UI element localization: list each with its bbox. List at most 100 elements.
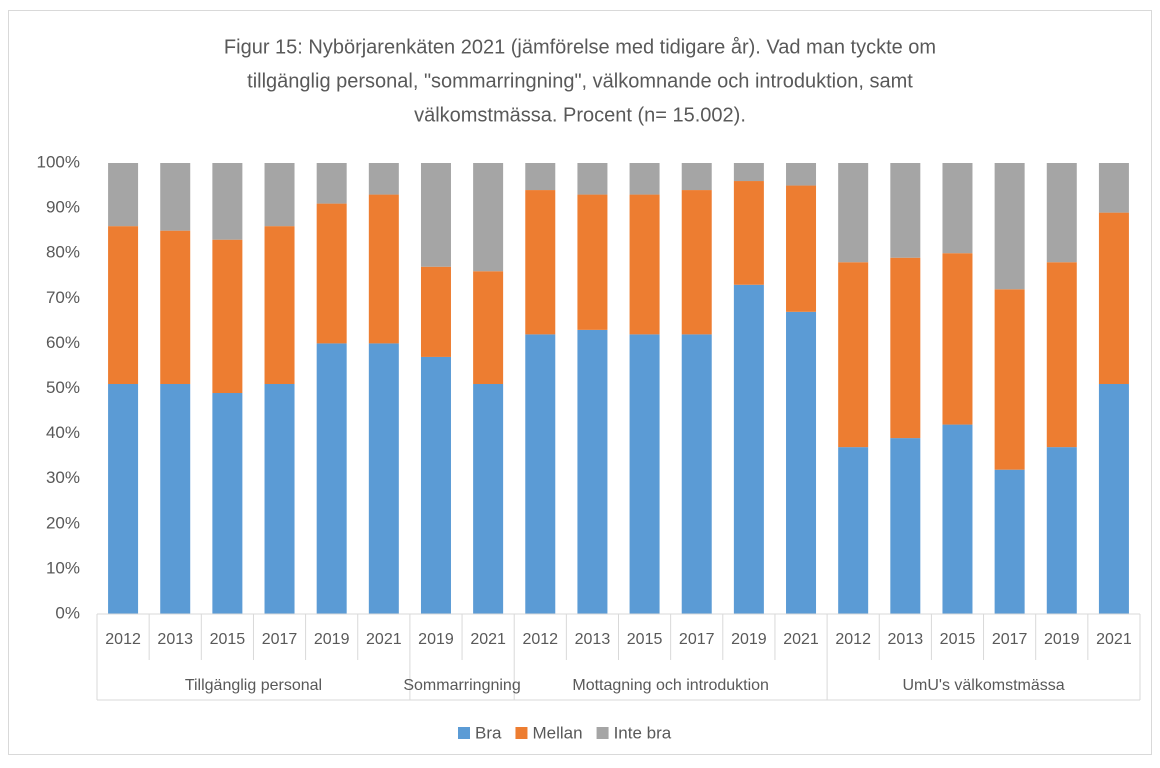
bar-segment — [942, 253, 973, 425]
bar-segment — [525, 190, 556, 335]
y-tick-label: 0% — [55, 603, 80, 622]
bar-segment — [1098, 383, 1129, 614]
x-tick-label: 2012 — [522, 631, 558, 648]
x-tick-label: 2019 — [418, 631, 454, 648]
x-tick-label: 2013 — [157, 631, 193, 648]
x-tick-label: 2013 — [888, 631, 924, 648]
x-tick-label: 2017 — [262, 631, 298, 648]
bar-segment — [994, 289, 1025, 470]
x-tick-label: 2019 — [731, 631, 767, 648]
bar-segment — [108, 163, 139, 227]
x-tick-label: 2013 — [575, 631, 611, 648]
x-tick-label: 2012 — [835, 631, 871, 648]
bar-segment — [890, 163, 921, 258]
y-tick-label: 50% — [46, 378, 80, 397]
bar-segment — [1046, 163, 1077, 263]
bar-segment — [420, 163, 451, 267]
bar-segment — [160, 230, 191, 384]
bar-segment — [786, 163, 817, 186]
bar-segment — [264, 226, 295, 384]
bar-segment — [681, 190, 712, 335]
y-tick-label: 30% — [46, 468, 80, 487]
bar-segment — [733, 181, 764, 285]
bar-segment — [264, 163, 295, 227]
y-tick-label: 80% — [46, 243, 80, 262]
bar-segment — [316, 343, 347, 614]
bar-segment — [786, 185, 817, 312]
y-tick-label: 70% — [46, 288, 80, 307]
bar-segment — [838, 447, 869, 614]
bar-segment — [629, 194, 660, 335]
x-tick-label: 2021 — [783, 631, 819, 648]
x-tick-label: 2015 — [627, 631, 663, 648]
y-tick-label: 20% — [46, 513, 80, 532]
bar-segment — [420, 266, 451, 357]
bar-segment — [420, 356, 451, 614]
bar-segment — [264, 383, 295, 614]
x-tick-label: 2019 — [1044, 631, 1080, 648]
y-tick-label: 40% — [46, 423, 80, 442]
legend-swatch — [596, 727, 609, 739]
bar-segment — [368, 194, 399, 344]
bar-segment — [212, 163, 243, 240]
bar-segment — [786, 311, 817, 614]
x-tick-label: 2017 — [679, 631, 715, 648]
bar-segment — [108, 226, 139, 384]
y-tick-label: 10% — [46, 558, 80, 577]
bar-segment — [733, 284, 764, 614]
bar-segment — [1098, 163, 1129, 213]
y-tick-label: 90% — [46, 198, 80, 217]
bar-segment — [890, 257, 921, 439]
bar-segment — [942, 163, 973, 254]
legend-swatch — [515, 727, 528, 739]
x-tick-label: 2015 — [940, 631, 976, 648]
bar-segment — [316, 203, 347, 344]
bar-segment — [681, 163, 712, 191]
bar-segment — [473, 383, 504, 614]
bar-segment — [1046, 262, 1077, 448]
group-label: Mottagning och introduktion — [572, 677, 769, 694]
bar-segment — [1046, 447, 1077, 614]
bar-segment — [212, 239, 243, 394]
chart-title: välkomstmässa. Procent (n= 15.002). — [414, 104, 746, 126]
x-tick-label: 2012 — [105, 631, 141, 648]
bar-segment — [368, 343, 399, 614]
bar-segment — [316, 163, 347, 204]
bar-segment — [368, 163, 399, 195]
bar-segment — [577, 329, 608, 614]
bar-segment — [108, 383, 139, 614]
y-tick-label: 60% — [46, 333, 80, 352]
bar-segment — [681, 334, 712, 614]
bar-segment — [942, 424, 973, 614]
bar-segment — [473, 271, 504, 384]
chart-title: tillgänglig personal, "sommarringning", … — [247, 70, 913, 92]
bar-segment — [1098, 212, 1129, 384]
x-tick-label: 2021 — [1096, 631, 1132, 648]
bar-segment — [525, 334, 556, 614]
group-label: Tillgänglig personal — [185, 677, 322, 694]
group-label: UmU's välkomstmässa — [902, 677, 1064, 694]
bar-segment — [890, 438, 921, 614]
bar-segment — [733, 163, 764, 182]
x-tick-label: 2021 — [366, 631, 402, 648]
bar-segment — [160, 163, 191, 231]
chart-title: Figur 15: Nybörjarenkäten 2021 (jämförel… — [224, 36, 936, 58]
bar-segment — [577, 163, 608, 195]
bar-segment — [160, 383, 191, 614]
legend-label: Bra — [475, 723, 502, 742]
x-tick-label: 2019 — [314, 631, 350, 648]
x-tick-label: 2021 — [470, 631, 506, 648]
x-tick-label: 2017 — [992, 631, 1028, 648]
bar-segment — [212, 393, 243, 614]
bar-segment — [525, 163, 556, 191]
bar-segment — [629, 334, 660, 614]
legend-label: Inte bra — [614, 723, 672, 742]
legend-label: Mellan — [532, 723, 582, 742]
bar-segment — [994, 163, 1025, 290]
bar-segment — [838, 163, 869, 263]
y-tick-label: 100% — [37, 152, 80, 171]
bar-segment — [994, 469, 1025, 614]
bar-segment — [577, 194, 608, 330]
bar-segment — [838, 262, 869, 448]
